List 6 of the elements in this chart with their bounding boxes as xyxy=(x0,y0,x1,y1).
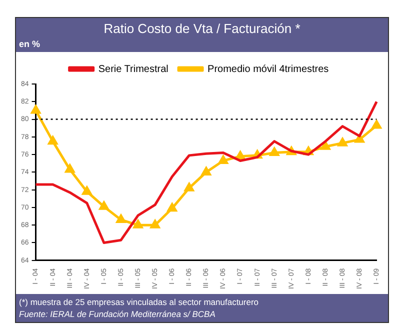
text: (*) muestra de 25 empresas vinculadas al sector manufacturero xyxy=(19,296,260,308)
legend-label: Promedio móvil 4trimestres xyxy=(208,64,329,75)
source-note: Fuente: IERAL de Fundación Mediterránea s/ BCBA xyxy=(19,308,216,320)
chart-title: Ratio Costo de Vta / Facturación * xyxy=(102,21,302,36)
legend-label: Serie Trimestral xyxy=(98,64,168,75)
y-axis-title: en % xyxy=(19,39,40,49)
